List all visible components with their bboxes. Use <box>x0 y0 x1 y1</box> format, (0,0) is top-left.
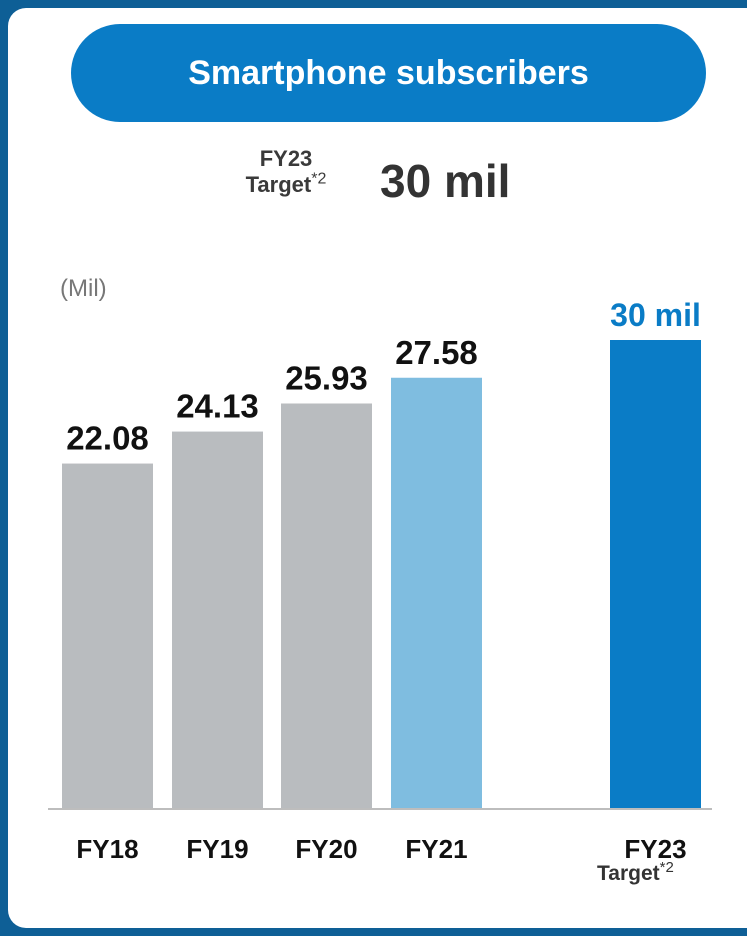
x-tick-label-fy19: FY19 <box>186 834 248 864</box>
target-footnote: Target*2 <box>597 859 674 886</box>
target-caption: FY23 Target*2 <box>222 146 350 198</box>
x-tick-label-fy18: FY18 <box>76 834 138 864</box>
chart-title-pill: Smartphone subscribers <box>71 24 706 122</box>
target-value: 30 mil <box>380 155 511 207</box>
x-tick-label-fy21: FY21 <box>405 834 467 864</box>
bar-fy23 <box>610 340 701 808</box>
x-tick-label-fy23: FY23 <box>624 834 686 864</box>
data-label-fy20: 25.93 <box>285 359 368 396</box>
footnote-label: Target <box>597 862 660 885</box>
footnote-note: *2 <box>659 859 674 876</box>
bar-fy19 <box>172 431 263 808</box>
data-label-fy19: 24.13 <box>176 388 259 425</box>
target-caption-label: Target <box>245 172 312 197</box>
data-label-fy18: 22.08 <box>66 420 149 457</box>
chart-title: Smartphone subscribers <box>188 53 589 92</box>
bar-fy18 <box>62 463 153 808</box>
data-label-fy23: 30 mil <box>610 297 701 333</box>
bar-fy20 <box>281 403 372 808</box>
bar-fy21 <box>391 377 482 808</box>
target-caption-note: *2 <box>311 170 327 188</box>
x-tick-label-fy20: FY20 <box>295 834 357 864</box>
y-unit-label: (Mil) <box>60 275 107 302</box>
target-caption-label-row: Target*2 <box>222 170 350 198</box>
data-label-fy21: 27.58 <box>395 334 478 371</box>
target-caption-year: FY23 <box>259 146 313 171</box>
